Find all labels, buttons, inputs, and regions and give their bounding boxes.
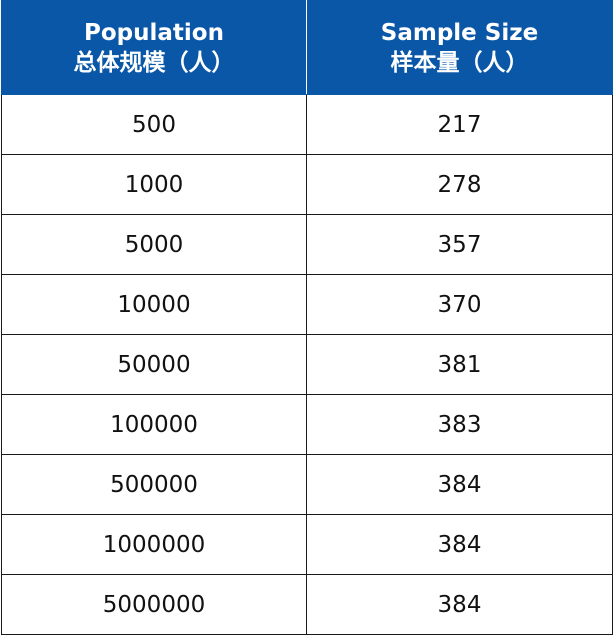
population-cell: 1000000 xyxy=(1,514,307,575)
table-row: 5000 357 xyxy=(1,214,613,275)
header-sample-size-zh: 样本量（人） xyxy=(390,49,529,76)
header-sample-size-en: Sample Size xyxy=(380,19,539,46)
sample-size-cell: 357 xyxy=(306,214,613,275)
table-row: 5000000 384 xyxy=(1,574,613,635)
header-row: Population 总体规模（人） Sample Size 样本量（人） xyxy=(1,0,613,95)
sample-size-cell: 383 xyxy=(306,394,613,455)
header-population: Population 总体规模（人） xyxy=(1,0,307,95)
header-sample-size: Sample Size 样本量（人） xyxy=(306,0,613,95)
population-cell: 500000 xyxy=(1,454,307,515)
population-cell: 5000000 xyxy=(1,574,307,635)
population-cell: 10000 xyxy=(1,274,307,335)
sample-size-cell: 217 xyxy=(306,94,613,155)
population-cell: 5000 xyxy=(1,214,307,275)
table-row: 500000 384 xyxy=(1,454,613,515)
table-header: Population 总体规模（人） Sample Size 样本量（人） xyxy=(1,0,613,95)
table-row: 500 217 xyxy=(1,94,613,155)
table-row: 50000 381 xyxy=(1,334,613,395)
table-row: 100000 383 xyxy=(1,394,613,455)
table-row: 1000 278 xyxy=(1,154,613,215)
sample-size-cell: 381 xyxy=(306,334,613,395)
population-cell: 1000 xyxy=(1,154,307,215)
table-row: 1000000 384 xyxy=(1,514,613,575)
sample-size-cell: 384 xyxy=(306,454,613,515)
population-cell: 50000 xyxy=(1,334,307,395)
sample-size-cell: 384 xyxy=(306,574,613,635)
population-cell: 500 xyxy=(1,94,307,155)
header-population-en: Population xyxy=(84,19,224,46)
sample-size-cell: 384 xyxy=(306,514,613,575)
population-cell: 100000 xyxy=(1,394,307,455)
sample-size-cell: 370 xyxy=(306,274,613,335)
table-row: 10000 370 xyxy=(1,274,613,335)
sample-size-cell: 278 xyxy=(306,154,613,215)
header-population-zh: 总体规模（人） xyxy=(73,49,235,76)
table-body: 500 217 1000 278 5000 357 10000 370 5000… xyxy=(1,94,613,635)
